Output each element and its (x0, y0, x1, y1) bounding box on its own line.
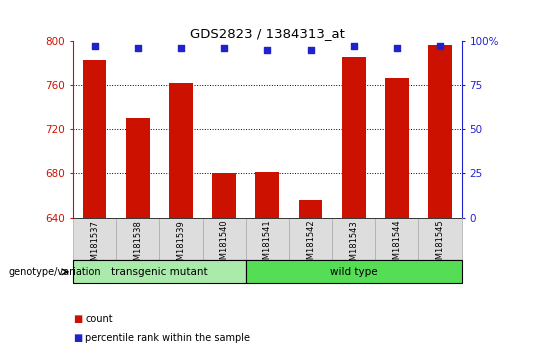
Text: GSM181543: GSM181543 (349, 220, 358, 270)
Bar (246, 260, 462, 283)
Title: GDS2823 / 1384313_at: GDS2823 / 1384313_at (190, 27, 345, 40)
Text: GSM181542: GSM181542 (306, 220, 315, 270)
Bar (428, 45, 452, 218)
Bar (73, 218, 116, 260)
Text: GSM181540: GSM181540 (220, 220, 228, 270)
Bar (159, 218, 202, 260)
Text: GSM181539: GSM181539 (177, 220, 185, 270)
Text: ■: ■ (73, 333, 82, 343)
Bar (385, 78, 409, 218)
Text: wild type: wild type (330, 267, 377, 277)
Bar (246, 218, 289, 260)
Text: GSM181537: GSM181537 (90, 220, 99, 271)
Text: ■: ■ (73, 314, 82, 324)
Bar (342, 57, 366, 218)
Text: count: count (85, 314, 113, 324)
Bar (375, 218, 418, 260)
Bar (418, 218, 462, 260)
Point (263, 47, 272, 52)
Point (393, 45, 401, 51)
Bar (202, 218, 246, 260)
Text: GSM181545: GSM181545 (436, 220, 444, 270)
Text: GSM181544: GSM181544 (393, 220, 401, 270)
Bar (169, 83, 193, 218)
Text: GSM181541: GSM181541 (263, 220, 272, 270)
Point (306, 47, 315, 52)
Text: transgenic mutant: transgenic mutant (111, 267, 207, 277)
Bar (289, 218, 332, 260)
Point (436, 43, 444, 49)
Bar (212, 173, 236, 218)
Bar (126, 118, 150, 218)
Text: genotype/variation: genotype/variation (8, 267, 101, 277)
Point (349, 43, 358, 49)
Text: percentile rank within the sample: percentile rank within the sample (85, 333, 251, 343)
Point (177, 45, 185, 51)
Text: GSM181538: GSM181538 (133, 220, 142, 271)
Bar (332, 218, 375, 260)
Point (90, 43, 99, 49)
Point (133, 45, 142, 51)
Bar (299, 200, 322, 218)
Bar (73, 260, 246, 283)
Bar (83, 59, 106, 218)
Bar (255, 172, 279, 218)
Point (220, 45, 228, 51)
Bar (116, 218, 159, 260)
